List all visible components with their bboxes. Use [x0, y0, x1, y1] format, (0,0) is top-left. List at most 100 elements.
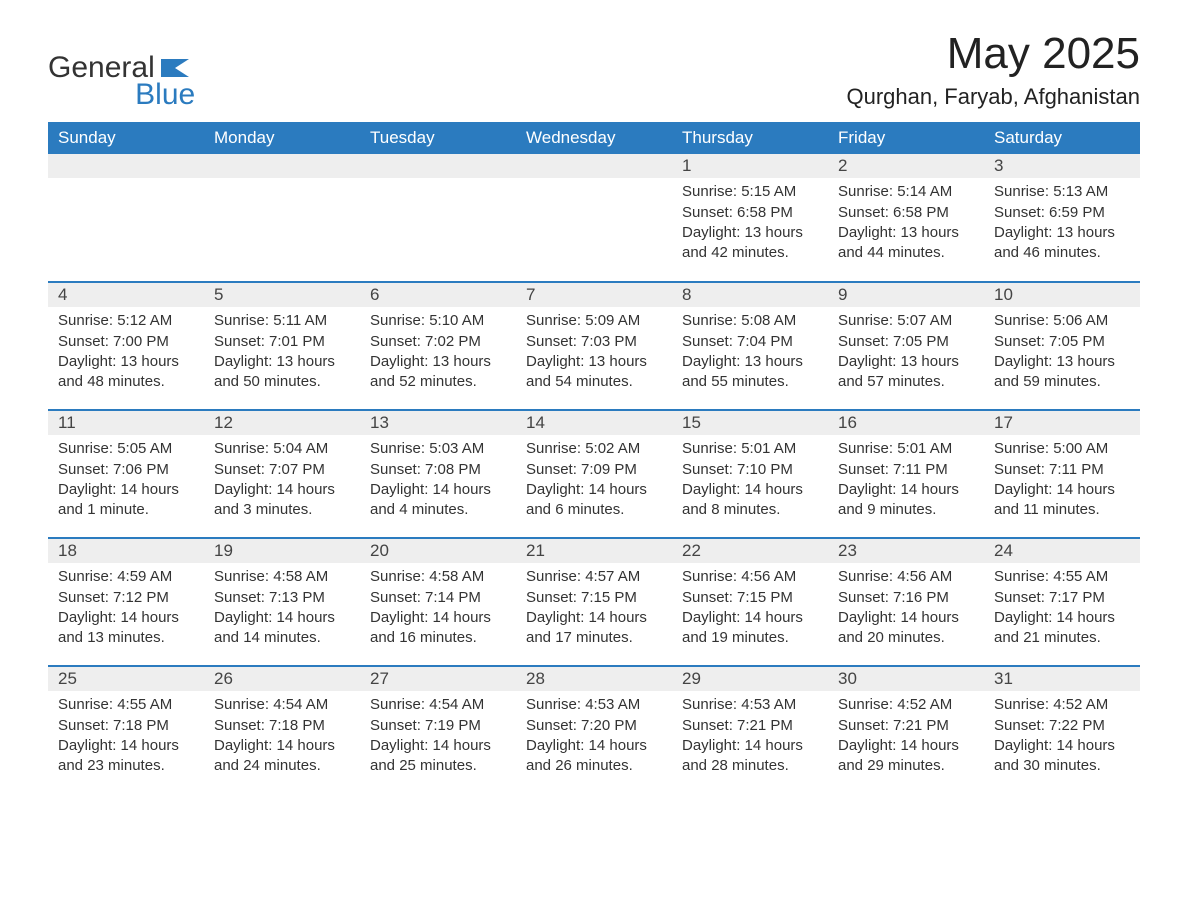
calendar-cell: 20Sunrise: 4:58 AMSunset: 7:14 PMDayligh… — [360, 538, 516, 666]
day-number-empty — [48, 154, 204, 178]
weekday-header: Monday — [204, 122, 360, 154]
day-number: 8 — [672, 283, 828, 307]
calendar-week-row: 18Sunrise: 4:59 AMSunset: 7:12 PMDayligh… — [48, 538, 1140, 666]
daylight-text: Daylight: 13 hours and 52 minutes. — [370, 352, 506, 393]
calendar-cell: 25Sunrise: 4:55 AMSunset: 7:18 PMDayligh… — [48, 666, 204, 794]
daylight-text: Daylight: 14 hours and 29 minutes. — [838, 736, 974, 777]
sunrise-text: Sunrise: 5:01 AM — [838, 439, 974, 459]
sunset-text: Sunset: 6:58 PM — [838, 203, 974, 223]
day-body: Sunrise: 4:55 AMSunset: 7:17 PMDaylight:… — [984, 563, 1140, 656]
daylight-text: Daylight: 14 hours and 28 minutes. — [682, 736, 818, 777]
day-body: Sunrise: 4:57 AMSunset: 7:15 PMDaylight:… — [516, 563, 672, 656]
sunset-text: Sunset: 6:58 PM — [682, 203, 818, 223]
sunrise-text: Sunrise: 5:00 AM — [994, 439, 1130, 459]
daylight-text: Daylight: 13 hours and 59 minutes. — [994, 352, 1130, 393]
sunset-text: Sunset: 7:10 PM — [682, 460, 818, 480]
calendar-cell: 1Sunrise: 5:15 AMSunset: 6:58 PMDaylight… — [672, 154, 828, 282]
calendar-cell: 12Sunrise: 5:04 AMSunset: 7:07 PMDayligh… — [204, 410, 360, 538]
sunset-text: Sunset: 7:01 PM — [214, 332, 350, 352]
sunset-text: Sunset: 7:12 PM — [58, 588, 194, 608]
day-body-empty — [204, 178, 360, 258]
day-number: 13 — [360, 411, 516, 435]
day-number: 21 — [516, 539, 672, 563]
daylight-text: Daylight: 13 hours and 57 minutes. — [838, 352, 974, 393]
sunrise-text: Sunrise: 4:52 AM — [838, 695, 974, 715]
day-body: Sunrise: 4:58 AMSunset: 7:13 PMDaylight:… — [204, 563, 360, 656]
sunset-text: Sunset: 7:17 PM — [994, 588, 1130, 608]
calendar-cell: 22Sunrise: 4:56 AMSunset: 7:15 PMDayligh… — [672, 538, 828, 666]
day-number: 12 — [204, 411, 360, 435]
weekday-header: Friday — [828, 122, 984, 154]
day-body: Sunrise: 4:52 AMSunset: 7:21 PMDaylight:… — [828, 691, 984, 784]
calendar-header-row: SundayMondayTuesdayWednesdayThursdayFrid… — [48, 122, 1140, 154]
daylight-text: Daylight: 14 hours and 25 minutes. — [370, 736, 506, 777]
sunrise-text: Sunrise: 5:11 AM — [214, 311, 350, 331]
daylight-text: Daylight: 13 hours and 55 minutes. — [682, 352, 818, 393]
day-body: Sunrise: 5:00 AMSunset: 7:11 PMDaylight:… — [984, 435, 1140, 528]
day-body: Sunrise: 5:12 AMSunset: 7:00 PMDaylight:… — [48, 307, 204, 400]
sunset-text: Sunset: 7:20 PM — [526, 716, 662, 736]
daylight-text: Daylight: 14 hours and 21 minutes. — [994, 608, 1130, 649]
location-label: Qurghan, Faryab, Afghanistan — [846, 84, 1140, 110]
day-number: 30 — [828, 667, 984, 691]
calendar-cell: 7Sunrise: 5:09 AMSunset: 7:03 PMDaylight… — [516, 282, 672, 410]
calendar-week-row: 4Sunrise: 5:12 AMSunset: 7:00 PMDaylight… — [48, 282, 1140, 410]
sunrise-text: Sunrise: 4:58 AM — [214, 567, 350, 587]
calendar-cell: 19Sunrise: 4:58 AMSunset: 7:13 PMDayligh… — [204, 538, 360, 666]
day-number: 11 — [48, 411, 204, 435]
day-body: Sunrise: 4:53 AMSunset: 7:20 PMDaylight:… — [516, 691, 672, 784]
day-number: 25 — [48, 667, 204, 691]
day-number: 26 — [204, 667, 360, 691]
sunset-text: Sunset: 7:15 PM — [682, 588, 818, 608]
day-body: Sunrise: 5:13 AMSunset: 6:59 PMDaylight:… — [984, 178, 1140, 271]
daylight-text: Daylight: 14 hours and 26 minutes. — [526, 736, 662, 777]
daylight-text: Daylight: 14 hours and 1 minute. — [58, 480, 194, 521]
sunrise-text: Sunrise: 5:10 AM — [370, 311, 506, 331]
daylight-text: Daylight: 14 hours and 13 minutes. — [58, 608, 194, 649]
calendar-body: 1Sunrise: 5:15 AMSunset: 6:58 PMDaylight… — [48, 154, 1140, 794]
day-number: 2 — [828, 154, 984, 178]
calendar-week-row: 11Sunrise: 5:05 AMSunset: 7:06 PMDayligh… — [48, 410, 1140, 538]
day-body: Sunrise: 4:55 AMSunset: 7:18 PMDaylight:… — [48, 691, 204, 784]
calendar-week-row: 1Sunrise: 5:15 AMSunset: 6:58 PMDaylight… — [48, 154, 1140, 282]
sunrise-text: Sunrise: 5:14 AM — [838, 182, 974, 202]
day-number: 24 — [984, 539, 1140, 563]
daylight-text: Daylight: 14 hours and 4 minutes. — [370, 480, 506, 521]
day-number: 3 — [984, 154, 1140, 178]
weekday-header: Wednesday — [516, 122, 672, 154]
day-body: Sunrise: 5:15 AMSunset: 6:58 PMDaylight:… — [672, 178, 828, 271]
calendar-cell: 26Sunrise: 4:54 AMSunset: 7:18 PMDayligh… — [204, 666, 360, 794]
sunrise-text: Sunrise: 5:03 AM — [370, 439, 506, 459]
sunrise-text: Sunrise: 4:54 AM — [214, 695, 350, 715]
sunrise-text: Sunrise: 4:53 AM — [682, 695, 818, 715]
weekday-header: Sunday — [48, 122, 204, 154]
sunrise-text: Sunrise: 5:02 AM — [526, 439, 662, 459]
day-body: Sunrise: 5:09 AMSunset: 7:03 PMDaylight:… — [516, 307, 672, 400]
sunrise-text: Sunrise: 5:12 AM — [58, 311, 194, 331]
sunrise-text: Sunrise: 5:01 AM — [682, 439, 818, 459]
daylight-text: Daylight: 13 hours and 44 minutes. — [838, 223, 974, 264]
day-number: 22 — [672, 539, 828, 563]
day-body: Sunrise: 5:08 AMSunset: 7:04 PMDaylight:… — [672, 307, 828, 400]
calendar-cell: 10Sunrise: 5:06 AMSunset: 7:05 PMDayligh… — [984, 282, 1140, 410]
daylight-text: Daylight: 14 hours and 24 minutes. — [214, 736, 350, 777]
calendar-cell: 18Sunrise: 4:59 AMSunset: 7:12 PMDayligh… — [48, 538, 204, 666]
day-number: 6 — [360, 283, 516, 307]
title-block: May 2025 Qurghan, Faryab, Afghanistan — [846, 30, 1140, 110]
calendar-cell: 6Sunrise: 5:10 AMSunset: 7:02 PMDaylight… — [360, 282, 516, 410]
weekday-header: Thursday — [672, 122, 828, 154]
calendar-cell: 15Sunrise: 5:01 AMSunset: 7:10 PMDayligh… — [672, 410, 828, 538]
daylight-text: Daylight: 14 hours and 3 minutes. — [214, 480, 350, 521]
calendar-cell: 24Sunrise: 4:55 AMSunset: 7:17 PMDayligh… — [984, 538, 1140, 666]
day-body: Sunrise: 5:06 AMSunset: 7:05 PMDaylight:… — [984, 307, 1140, 400]
daylight-text: Daylight: 13 hours and 42 minutes. — [682, 223, 818, 264]
day-body-empty — [516, 178, 672, 258]
sunset-text: Sunset: 7:21 PM — [838, 716, 974, 736]
sunset-text: Sunset: 7:05 PM — [838, 332, 974, 352]
sunset-text: Sunset: 7:19 PM — [370, 716, 506, 736]
header: General Blue May 2025 Qurghan, Faryab, A… — [48, 30, 1140, 110]
sunset-text: Sunset: 7:08 PM — [370, 460, 506, 480]
sunset-text: Sunset: 7:03 PM — [526, 332, 662, 352]
daylight-text: Daylight: 14 hours and 19 minutes. — [682, 608, 818, 649]
day-number: 16 — [828, 411, 984, 435]
